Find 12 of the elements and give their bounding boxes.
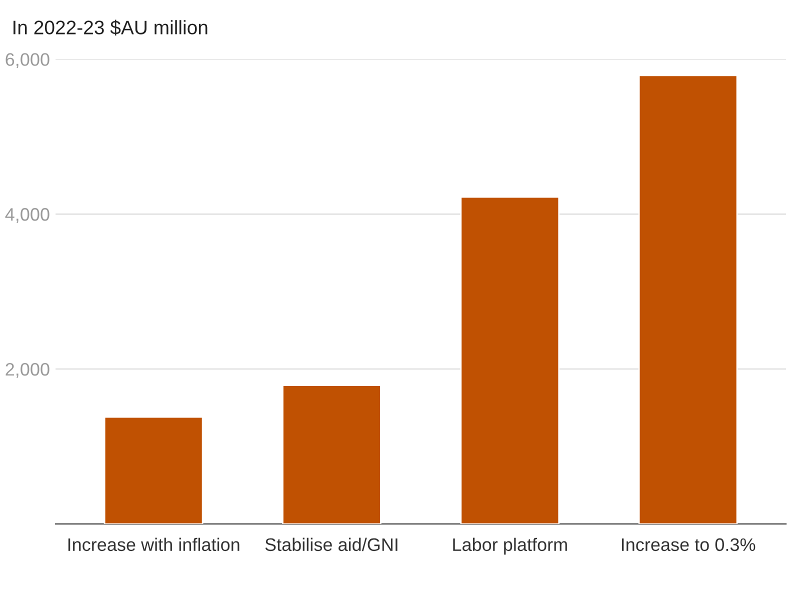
x-tick-label: Labor platform	[453, 538, 567, 555]
bar	[282, 384, 382, 524]
bar	[460, 196, 560, 524]
y-tick-label: 6,000	[6, 53, 50, 68]
chart-title: In 2022-23 $AU million	[14, 20, 208, 36]
bar	[638, 74, 738, 524]
y-tick-label: 4,000	[5, 208, 50, 223]
y-tick-label: 2,000	[6, 362, 50, 378]
x-tick-label: Stabilise aid/GNI	[265, 538, 398, 552]
x-tick-label: Increase to 0.3%	[622, 538, 756, 552]
bar	[104, 416, 204, 524]
x-tick-label: Increase with inflation	[68, 538, 240, 552]
